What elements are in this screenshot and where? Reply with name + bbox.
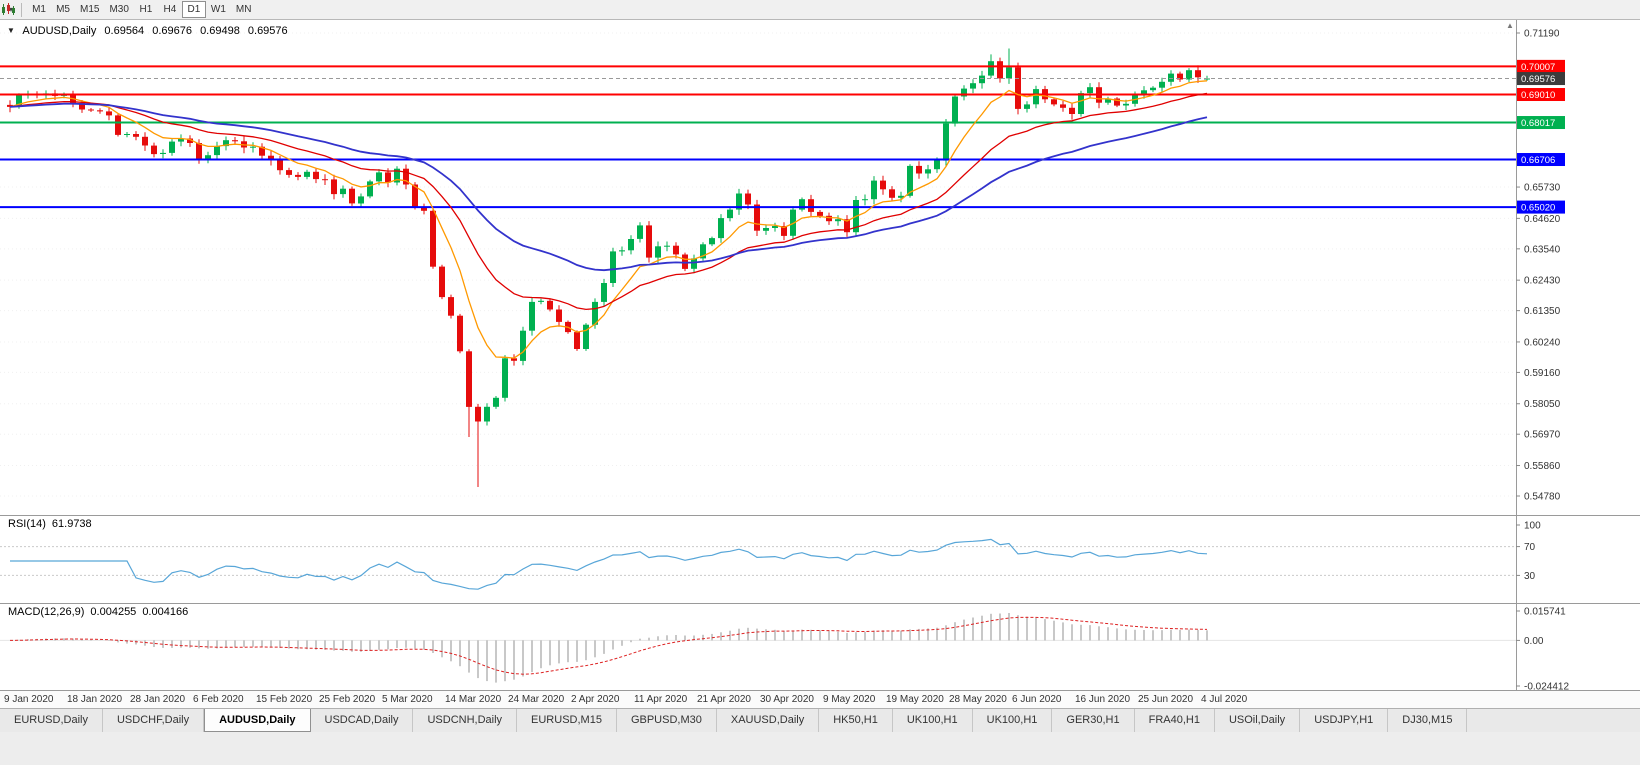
- svg-text:0.56970: 0.56970: [1524, 430, 1561, 441]
- chart-tab-uk100-h1[interactable]: UK100,H1: [893, 709, 973, 732]
- date-label: 21 Apr 2020: [697, 694, 751, 705]
- chart-tab-hk50-h1[interactable]: HK50,H1: [819, 709, 893, 732]
- timeframe-group: M1 M5 M15 M30 H1 H4 D1 W1 MN: [27, 1, 256, 18]
- date-label: 19 May 2020: [886, 694, 944, 705]
- date-label: 25 Feb 2020: [319, 694, 376, 705]
- chart-tab-bar: EURUSD,Daily USDCHF,Daily AUDUSD,Daily USDC…: [0, 708, 1640, 732]
- scroll-up-icon[interactable]: ▲: [1506, 21, 1514, 30]
- macd-main-value: 0.004255: [90, 606, 137, 618]
- date-label: 24 Mar 2020: [508, 694, 565, 705]
- macd-label: MACD(12,26,9): [8, 606, 85, 618]
- svg-text:0.61350: 0.61350: [1524, 306, 1561, 317]
- rsi-value: 61.9738: [51, 518, 92, 530]
- chevron-down-icon: ▾: [9, 5, 14, 14]
- svg-text:0.55860: 0.55860: [1524, 461, 1561, 472]
- toolbar-separator: [21, 2, 23, 17]
- svg-text:0.66706: 0.66706: [1521, 155, 1555, 166]
- symbol-marker-icon: ▼: [7, 26, 15, 35]
- timeframe-button-h4[interactable]: H4: [163, 4, 177, 15]
- svg-text:0.62430: 0.62430: [1524, 276, 1561, 287]
- toolbar: ▾ M1 M5 M15 M30 H1 H4 D1 W1 MN: [0, 0, 1640, 20]
- svg-text:0.54780: 0.54780: [1524, 492, 1561, 503]
- date-label: 30 Apr 2020: [760, 694, 814, 705]
- chart-tab-uk100-h1[interactable]: UK100,H1: [973, 709, 1053, 732]
- svg-text:0.68017: 0.68017: [1521, 118, 1555, 129]
- chart-tab-eurusd-daily[interactable]: EURUSD,Daily: [0, 709, 103, 732]
- chart-tab-xauusd-daily[interactable]: XAUUSD,Daily: [717, 709, 820, 732]
- rsi-panel[interactable]: 100 70 30: [0, 515, 1640, 603]
- svg-text:0.59160: 0.59160: [1524, 368, 1561, 379]
- ohlc-open: 0.69564: [104, 25, 145, 37]
- timeframe-button-m15[interactable]: M15: [80, 4, 100, 15]
- svg-text:-0.024412: -0.024412: [1524, 682, 1569, 691]
- chart-symbol-label: AUDUSD,Daily: [22, 25, 97, 37]
- ohlc-close: 0.69576: [247, 25, 288, 37]
- date-label: 11 Apr 2020: [634, 694, 688, 705]
- timeframe-button-w1[interactable]: W1: [210, 4, 226, 15]
- timeframe-button-mn[interactable]: MN: [235, 4, 252, 15]
- date-label: 9 May 2020: [823, 694, 876, 705]
- svg-text:0.58050: 0.58050: [1524, 399, 1561, 410]
- timeframe-button-m5[interactable]: M5: [56, 4, 70, 15]
- chart-tab-audusd-daily[interactable]: AUDUSD,Daily: [204, 709, 311, 732]
- rsi-header: RSI(14) 61.9738: [8, 518, 92, 530]
- svg-text:100: 100: [1524, 521, 1541, 532]
- date-label: 4 Jul 2020: [1201, 694, 1248, 705]
- macd-signal-value: 0.004166: [142, 606, 189, 618]
- chart-tab-usdcnh-daily[interactable]: USDCNH,Daily: [413, 709, 518, 732]
- date-label: 16 Jun 2020: [1075, 694, 1131, 705]
- chart-header: ▼ AUDUSD,Daily 0.69564 0.69676 0.69498 0…: [7, 25, 293, 37]
- chart-tab-eurusd-m15[interactable]: EURUSD,M15: [517, 709, 617, 732]
- date-label: 28 Jan 2020: [130, 694, 186, 705]
- ohlc-high: 0.69676: [152, 25, 192, 37]
- ohlc-low: 0.69498: [200, 25, 240, 37]
- macd-header: MACD(12,26,9) 0.004255 0.004166: [8, 606, 188, 618]
- window-filler: [0, 732, 1640, 765]
- svg-text:0.69010: 0.69010: [1521, 90, 1555, 101]
- chart-tab-usdcad-daily[interactable]: USDCAD,Daily: [311, 709, 414, 732]
- svg-text:0.65020: 0.65020: [1521, 203, 1555, 214]
- chart-tab-usoil-daily[interactable]: USOil,Daily: [1215, 709, 1301, 732]
- timeframe-button-m1[interactable]: M1: [32, 4, 46, 15]
- date-label: 6 Jun 2020: [1012, 694, 1062, 705]
- chart-tab-gbpusd-m30[interactable]: GBPUSD,M30: [617, 709, 717, 732]
- timeframe-button-h1[interactable]: H1: [139, 4, 153, 15]
- date-label: 14 Mar 2020: [445, 694, 502, 705]
- svg-text:0.71190: 0.71190: [1524, 29, 1560, 40]
- svg-text:0.00: 0.00: [1524, 636, 1544, 647]
- svg-text:0.015741: 0.015741: [1524, 607, 1566, 618]
- date-label: 18 Jan 2020: [67, 694, 123, 705]
- date-label: 2 Apr 2020: [571, 694, 620, 705]
- main-price-chart[interactable]: 0.71190 0.65730 0.64620 0.63540 0.62430 0.613…: [0, 20, 1640, 515]
- macd-panel[interactable]: 0.015741 0.00 -0.024412: [0, 603, 1640, 690]
- date-label: 25 Jun 2020: [1138, 694, 1194, 705]
- date-label: 15 Feb 2020: [256, 694, 313, 705]
- chart-tab-usdjpy-h1[interactable]: USDJPY,H1: [1300, 709, 1389, 732]
- timeframe-button-d1[interactable]: D1: [181, 1, 206, 18]
- chart-tab-usdchf-daily[interactable]: USDCHF,Daily: [103, 709, 205, 732]
- svg-text:30: 30: [1524, 571, 1536, 582]
- rsi-label: RSI(14): [8, 518, 46, 530]
- date-label: 6 Feb 2020: [193, 694, 244, 705]
- date-label: 28 May 2020: [949, 694, 1007, 705]
- chart-tab-fra40-h1[interactable]: FRA40,H1: [1135, 709, 1215, 732]
- svg-text:0.63540: 0.63540: [1524, 244, 1561, 255]
- date-label: 9 Jan 2020: [4, 694, 54, 705]
- svg-text:0.60240: 0.60240: [1524, 337, 1561, 348]
- chart-profile-icon[interactable]: ▾: [2, 1, 16, 19]
- time-axis[interactable]: 9 Jan 2020 18 Jan 2020 28 Jan 2020 6 Feb 20…: [0, 690, 1640, 708]
- svg-text:0.64620: 0.64620: [1524, 214, 1561, 225]
- chart-tab-ger30-h1[interactable]: GER30,H1: [1052, 709, 1135, 732]
- svg-text:70: 70: [1524, 542, 1536, 553]
- date-label: 5 Mar 2020: [382, 694, 433, 705]
- candlestick-chart-icon: [2, 3, 15, 15]
- svg-text:0.65730: 0.65730: [1524, 183, 1561, 194]
- svg-text:0.70007: 0.70007: [1521, 62, 1555, 73]
- svg-text:0.69576: 0.69576: [1521, 74, 1555, 85]
- timeframe-button-m30[interactable]: M30: [109, 4, 129, 15]
- chart-tab-dj30-m15[interactable]: DJ30,M15: [1388, 709, 1468, 732]
